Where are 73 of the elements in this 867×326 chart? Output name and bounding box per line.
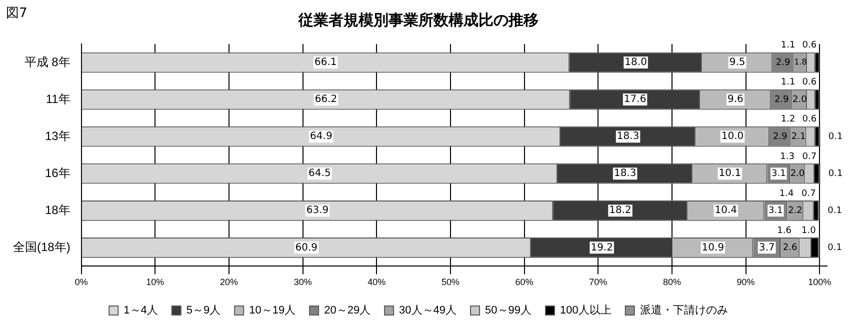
data-label: 9.5 (729, 57, 746, 68)
y-tick-label: 11年 (46, 92, 70, 106)
data-label: 3.7 (758, 242, 775, 254)
y-tick-label: 18年 (44, 202, 70, 217)
data-label: 0.7 (802, 188, 816, 199)
data-label: 0.1 (828, 206, 842, 216)
data-label: 1.1 (780, 78, 796, 88)
data-label: 18.0 (624, 57, 647, 68)
legend-label: 100人以上 (560, 304, 612, 317)
legend-label: 50～99人 (485, 304, 532, 317)
legend-label: 1～4人 (124, 304, 158, 317)
data-label: 2.9 (774, 94, 790, 105)
legend-label: 5～9人 (186, 304, 221, 317)
x-tick-label: 80% (662, 277, 681, 288)
chart-title: 従業者規模別事業所数構成比の推移 (298, 12, 538, 30)
data-label: 0.1 (828, 168, 843, 179)
data-label: 1.6 (777, 226, 792, 236)
data-label: 0.7 (802, 152, 817, 162)
data-label: 9.6 (728, 94, 744, 106)
data-label: 10.1 (718, 168, 742, 180)
data-label: 18.3 (614, 168, 636, 180)
data-label: 0.6 (802, 78, 817, 88)
legend-label: 30人～49人 (399, 304, 457, 317)
legend-label: 20～29人 (324, 304, 371, 317)
data-label: 10.4 (714, 205, 737, 216)
data-label: 66.1 (314, 57, 337, 68)
y-tick-label: 平成 8年 (24, 54, 70, 69)
y-tick-label: 全国(18年) (12, 240, 70, 254)
data-label: 2.1 (791, 132, 806, 142)
x-tick-label: 20% (220, 277, 238, 288)
data-label: 64.9 (310, 131, 332, 142)
data-label: 2.6 (782, 243, 798, 254)
data-label: 1.4 (779, 188, 794, 199)
x-tick-label: 50% (441, 277, 460, 288)
data-label: 0.1 (828, 243, 842, 254)
data-label: 63.9 (306, 205, 329, 216)
data-label: 1.3 (780, 152, 794, 162)
data-label: 1.2 (780, 114, 796, 125)
data-label: 60.9 (295, 242, 318, 254)
x-tick-label: 60% (515, 277, 534, 288)
x-tick-label: 40% (368, 277, 386, 288)
data-label: 0.6 (802, 114, 817, 125)
data-label: 1.1 (780, 40, 796, 51)
data-label: 0.6 (802, 40, 817, 51)
data-label: 1.0 (802, 226, 816, 236)
data-label: 19.2 (590, 242, 613, 254)
y-tick-label: 16年 (44, 166, 70, 180)
x-tick-label: 70% (589, 277, 608, 288)
data-label: 0.1 (828, 132, 843, 142)
x-tick-label: 100% (808, 277, 832, 288)
legend-label: 派遣・下請けのみ (640, 304, 728, 317)
x-tick-label: 0% (74, 277, 88, 288)
data-label: 2.9 (776, 58, 790, 68)
data-label: 2.0 (790, 168, 805, 179)
data-label: 3.1 (768, 206, 783, 216)
data-label: 1.8 (794, 58, 807, 67)
data-label: 18.2 (609, 205, 632, 216)
x-tick-label: 10% (146, 277, 164, 288)
y-tick-label: 13年 (44, 128, 70, 143)
caption: 図7 (6, 5, 28, 22)
data-label: 17.6 (624, 94, 646, 106)
x-tick-label: 90% (736, 277, 755, 288)
data-label: 66.2 (314, 94, 338, 106)
x-tick-label: 30% (294, 277, 312, 288)
data-label: 10.0 (721, 131, 744, 142)
data-label: 10.9 (702, 242, 724, 254)
data-label: 64.5 (308, 168, 331, 180)
legend-label: 10～19人 (249, 304, 296, 317)
data-label: 2.0 (792, 94, 808, 105)
data-label: 3.1 (771, 168, 786, 179)
data-label: 2.2 (788, 206, 802, 216)
data-label: 18.3 (616, 131, 640, 142)
data-label: 2.9 (772, 132, 788, 142)
